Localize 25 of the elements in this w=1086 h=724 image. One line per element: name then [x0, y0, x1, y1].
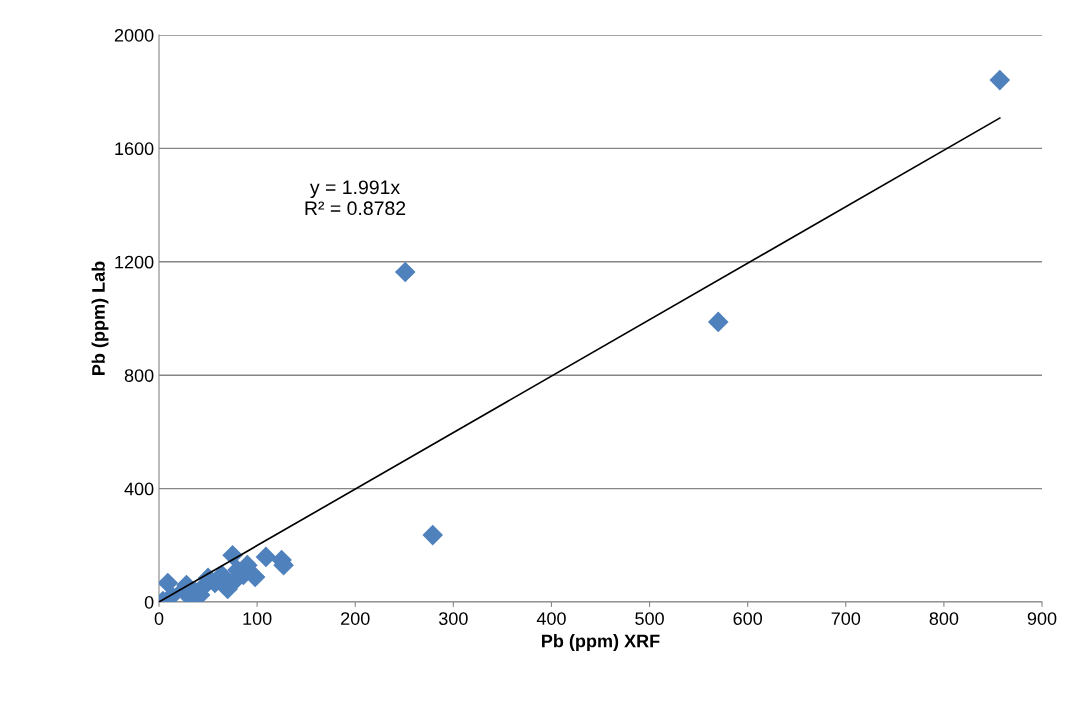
y-tick-label: 800	[124, 369, 154, 382]
point	[989, 69, 1011, 91]
y-tick-label: 400	[124, 482, 154, 496]
x-tick-label: 0	[154, 612, 164, 625]
x-tick-label: 600	[733, 612, 763, 625]
x-axis-title: Pb (ppm) XRF	[542, 634, 660, 651]
y-tick-label: 0	[144, 595, 154, 609]
x-tick-label: 900	[1027, 612, 1057, 625]
point	[255, 546, 277, 568]
x-tick-label: 100	[243, 612, 272, 625]
point	[707, 311, 729, 333]
x-tick-label: 400	[536, 612, 566, 625]
y-tick-label: 1200	[115, 255, 154, 269]
x-tick-label: 300	[438, 612, 468, 625]
point	[422, 524, 444, 546]
point	[159, 572, 179, 594]
point	[394, 261, 416, 283]
y-tick-label: 1600	[115, 142, 154, 156]
x-tick-label: 500	[635, 612, 664, 625]
x-tick-label: 800	[929, 612, 959, 625]
x-tick-label: 200	[341, 612, 370, 625]
x-tick-label: 700	[831, 612, 861, 625]
y-tick-label: 2000	[114, 28, 154, 42]
y-axis-title: Pb (ppm) Lab	[91, 261, 109, 375]
annotation: y = 1.991x R² = 0.8782	[305, 180, 406, 216]
